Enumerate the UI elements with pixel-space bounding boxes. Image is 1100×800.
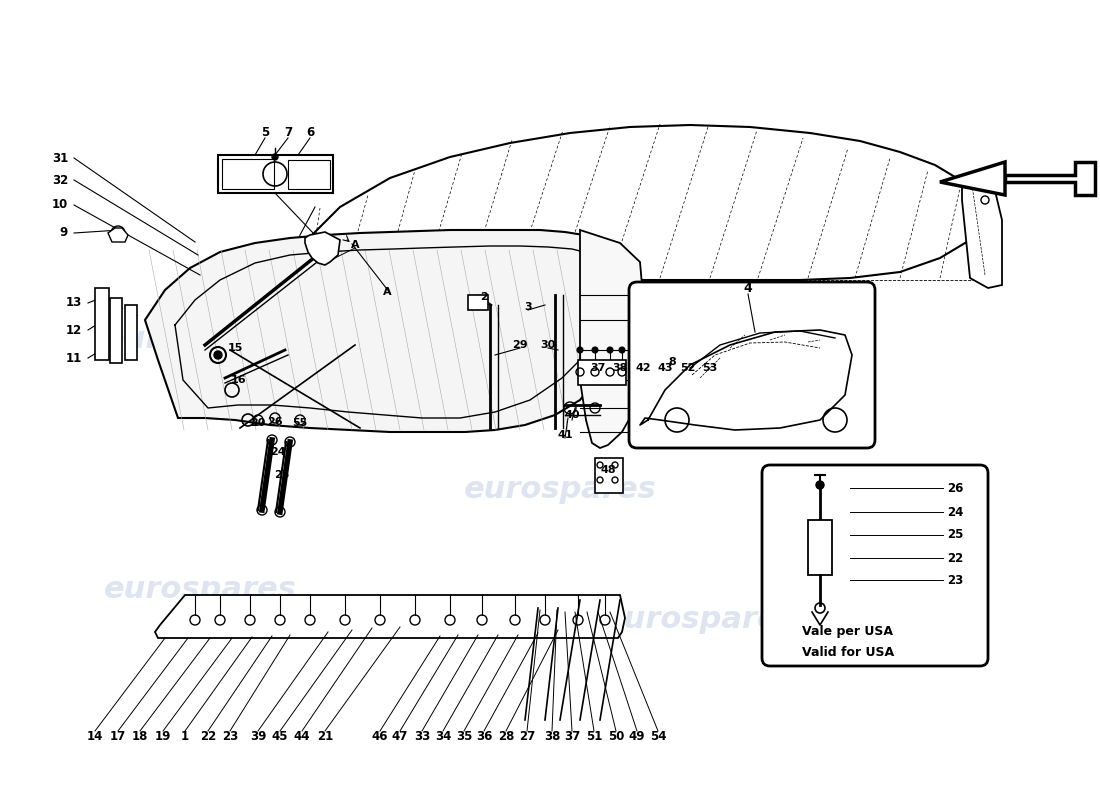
Polygon shape <box>962 170 1002 288</box>
Text: 48: 48 <box>601 465 616 475</box>
Text: 15: 15 <box>228 343 243 353</box>
Text: 2: 2 <box>480 292 488 302</box>
Text: 26: 26 <box>947 482 964 494</box>
Circle shape <box>592 347 598 353</box>
Text: 26: 26 <box>267 417 283 427</box>
Text: 16: 16 <box>230 375 245 385</box>
Text: 43: 43 <box>658 363 673 373</box>
Text: 13: 13 <box>66 297 82 310</box>
Text: 55: 55 <box>293 418 308 428</box>
Text: 41: 41 <box>558 430 573 440</box>
Circle shape <box>619 347 625 353</box>
Circle shape <box>214 351 222 359</box>
Polygon shape <box>580 230 645 448</box>
Text: 1: 1 <box>180 730 189 743</box>
Text: 3: 3 <box>525 302 531 312</box>
Text: 36: 36 <box>476 730 492 743</box>
Text: 51: 51 <box>586 730 602 743</box>
Text: Valid for USA: Valid for USA <box>802 646 894 658</box>
Text: 31: 31 <box>52 151 68 165</box>
Bar <box>95 288 109 360</box>
Text: 27: 27 <box>519 730 535 743</box>
Bar <box>125 305 138 360</box>
Text: 47: 47 <box>392 730 408 743</box>
Text: eurospares: eurospares <box>604 606 796 634</box>
Text: 22: 22 <box>200 730 216 743</box>
Bar <box>578 360 626 385</box>
Bar <box>808 520 832 575</box>
Polygon shape <box>1005 162 1094 195</box>
Bar <box>288 160 330 189</box>
Text: 54: 54 <box>650 730 667 743</box>
Text: 45: 45 <box>272 730 288 743</box>
Text: 23: 23 <box>947 574 964 586</box>
Circle shape <box>578 347 583 353</box>
Text: 29: 29 <box>513 340 528 350</box>
Polygon shape <box>940 162 1005 195</box>
Polygon shape <box>145 230 628 432</box>
Polygon shape <box>283 125 984 286</box>
Text: 9: 9 <box>59 226 68 239</box>
Text: 18: 18 <box>132 730 148 743</box>
Text: 38: 38 <box>613 363 628 373</box>
Text: 40: 40 <box>564 410 580 420</box>
Text: 14: 14 <box>87 730 103 743</box>
Text: 34: 34 <box>434 730 451 743</box>
Text: 32: 32 <box>52 174 68 186</box>
Text: 24: 24 <box>271 447 286 457</box>
Bar <box>595 458 623 493</box>
Text: 22: 22 <box>947 551 964 565</box>
Bar <box>468 295 488 310</box>
Text: 28: 28 <box>498 730 514 743</box>
Text: 20: 20 <box>251 418 266 428</box>
Text: 44: 44 <box>294 730 310 743</box>
Text: 42: 42 <box>635 363 651 373</box>
Bar <box>222 159 274 189</box>
Text: 53: 53 <box>703 363 717 373</box>
Bar <box>110 298 122 363</box>
Circle shape <box>816 481 824 489</box>
Text: A: A <box>383 287 392 297</box>
Text: 30: 30 <box>540 340 556 350</box>
Text: 8: 8 <box>668 357 675 367</box>
Polygon shape <box>155 595 625 638</box>
Text: 33: 33 <box>414 730 430 743</box>
Text: 10: 10 <box>52 198 68 211</box>
Text: 21: 21 <box>317 730 333 743</box>
Text: eurospares: eurospares <box>103 326 296 354</box>
Bar <box>218 155 333 193</box>
FancyBboxPatch shape <box>629 282 874 448</box>
Text: 35: 35 <box>455 730 472 743</box>
Text: 37: 37 <box>564 730 580 743</box>
Circle shape <box>272 154 278 160</box>
Text: 4: 4 <box>744 282 752 294</box>
FancyBboxPatch shape <box>762 465 988 666</box>
Text: eurospares: eurospares <box>103 575 296 605</box>
Text: 7: 7 <box>284 126 293 139</box>
Text: Vale per USA: Vale per USA <box>803 626 893 638</box>
Text: 12: 12 <box>66 323 82 337</box>
Text: 5: 5 <box>261 126 270 139</box>
Text: 39: 39 <box>250 730 266 743</box>
Text: 52: 52 <box>680 363 695 373</box>
Text: 50: 50 <box>608 730 624 743</box>
Text: 11: 11 <box>66 351 82 365</box>
Text: 49: 49 <box>629 730 646 743</box>
Text: 17: 17 <box>110 730 126 743</box>
Polygon shape <box>305 232 340 265</box>
Text: A: A <box>351 240 360 250</box>
Polygon shape <box>108 228 128 242</box>
Text: eurospares: eurospares <box>463 475 657 505</box>
Text: 19: 19 <box>155 730 172 743</box>
Text: 6: 6 <box>306 126 315 139</box>
Text: 37: 37 <box>591 363 606 373</box>
Text: 46: 46 <box>372 730 388 743</box>
Text: 38: 38 <box>543 730 560 743</box>
Text: 23: 23 <box>222 730 238 743</box>
Text: 24: 24 <box>947 506 964 518</box>
Text: 25: 25 <box>947 529 964 542</box>
Circle shape <box>607 347 613 353</box>
Text: 25: 25 <box>274 470 289 480</box>
